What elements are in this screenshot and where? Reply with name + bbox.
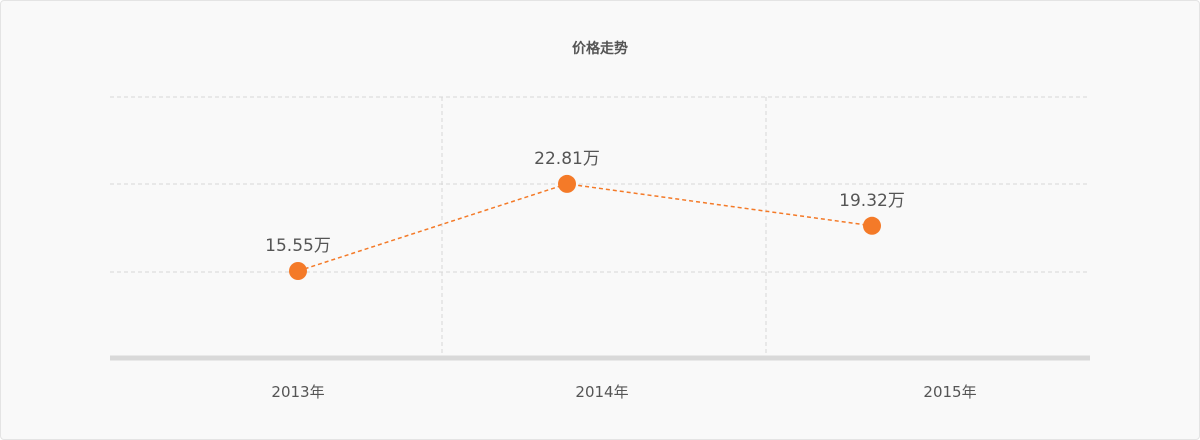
data-label: 22.81万 <box>534 149 600 169</box>
data-label: 19.32万 <box>839 191 905 211</box>
data-point <box>289 262 307 280</box>
data-point <box>863 217 881 235</box>
grid <box>110 97 1090 358</box>
x-tick-label: 2015年 <box>923 383 976 401</box>
series-layer <box>298 184 872 271</box>
data-labels: 15.55万 22.81万 19.32万 <box>265 149 905 256</box>
data-points <box>289 175 881 280</box>
x-axis-ticks: 2013年 2014年 2015年 <box>271 383 976 401</box>
series-line <box>298 184 872 271</box>
x-tick-label: 2014年 <box>575 383 628 401</box>
data-point <box>558 175 576 193</box>
x-tick-label: 2013年 <box>271 383 324 401</box>
data-label: 15.55万 <box>265 236 331 256</box>
